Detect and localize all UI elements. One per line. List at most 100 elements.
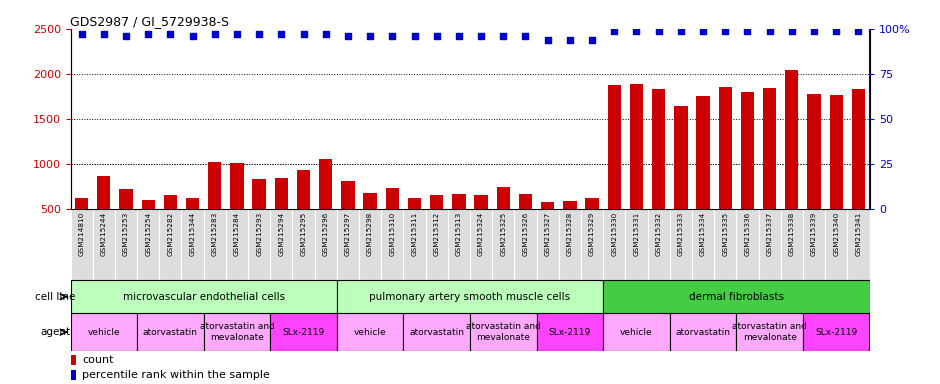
Text: GSM215332: GSM215332 — [656, 212, 662, 256]
Point — [740, 28, 755, 34]
Bar — [475, 195, 488, 255]
Text: GSM215311: GSM215311 — [412, 212, 417, 256]
Point — [784, 28, 799, 34]
Point — [673, 28, 688, 34]
Text: GSM215294: GSM215294 — [278, 212, 284, 256]
Text: GSM215295: GSM215295 — [301, 212, 306, 256]
Text: GSM215334: GSM215334 — [700, 212, 706, 256]
Text: GSM215340: GSM215340 — [833, 212, 839, 256]
Bar — [430, 195, 444, 255]
Bar — [164, 195, 177, 255]
Text: atorvastatin: atorvastatin — [409, 328, 464, 337]
Bar — [230, 163, 243, 255]
Text: GSM215313: GSM215313 — [456, 212, 462, 256]
Text: GSM215253: GSM215253 — [123, 212, 129, 256]
Text: GSM215331: GSM215331 — [634, 212, 639, 256]
Bar — [70, 313, 137, 351]
Text: GSM215310: GSM215310 — [389, 212, 396, 256]
Bar — [630, 84, 643, 255]
Point — [540, 36, 556, 43]
Point — [851, 28, 866, 34]
Point — [562, 36, 577, 43]
Text: GSM215330: GSM215330 — [611, 212, 618, 256]
Text: GDS2987 / GI_5729938-S: GDS2987 / GI_5729938-S — [70, 15, 229, 28]
Bar — [119, 189, 133, 255]
Text: vehicle: vehicle — [87, 328, 120, 337]
Bar — [75, 199, 88, 255]
Text: GSM215283: GSM215283 — [212, 212, 218, 256]
Point — [296, 31, 311, 37]
Text: GSM215254: GSM215254 — [145, 212, 151, 256]
Text: count: count — [83, 356, 114, 366]
Text: GSM215329: GSM215329 — [589, 212, 595, 256]
Text: GSM215333: GSM215333 — [678, 212, 683, 256]
Point — [185, 33, 200, 39]
Point — [74, 31, 89, 37]
Text: atorvastatin and
mevalonate: atorvastatin and mevalonate — [732, 323, 807, 342]
Bar — [271, 313, 337, 351]
Bar — [829, 95, 843, 255]
Text: GSM215338: GSM215338 — [789, 212, 795, 256]
Text: GSM215337: GSM215337 — [767, 212, 773, 256]
Point — [762, 28, 777, 34]
Bar — [403, 313, 470, 351]
Bar — [807, 94, 821, 255]
Bar — [669, 313, 736, 351]
Text: SLx-2119: SLx-2119 — [549, 328, 591, 337]
Bar — [337, 313, 403, 351]
Bar — [603, 280, 870, 313]
Bar — [586, 198, 599, 255]
Text: atorvastatin and
mevalonate: atorvastatin and mevalonate — [199, 323, 274, 342]
Bar — [97, 176, 111, 255]
Point — [118, 33, 133, 39]
Bar — [319, 159, 333, 255]
Bar — [674, 106, 687, 255]
Text: GSM215297: GSM215297 — [345, 212, 351, 256]
Text: GSM215326: GSM215326 — [523, 212, 528, 256]
Bar — [736, 313, 803, 351]
Bar — [253, 179, 266, 255]
Bar — [697, 96, 710, 255]
Bar — [137, 313, 204, 351]
Point — [451, 33, 466, 39]
Point — [319, 31, 334, 37]
Text: GSM215344: GSM215344 — [190, 212, 196, 256]
Point — [829, 28, 844, 34]
Text: GSM215327: GSM215327 — [544, 212, 551, 256]
Text: SLx-2119: SLx-2119 — [282, 328, 324, 337]
Bar — [496, 187, 509, 255]
Point — [407, 33, 422, 39]
Text: atorvastatin and
mevalonate: atorvastatin and mevalonate — [466, 323, 540, 342]
Bar — [337, 280, 603, 313]
Text: GSM215336: GSM215336 — [744, 212, 750, 256]
Bar — [652, 89, 666, 255]
Point — [274, 31, 289, 37]
Bar — [385, 188, 399, 255]
Point — [474, 33, 489, 39]
Bar — [70, 370, 75, 380]
Point — [696, 28, 711, 34]
Point — [340, 33, 355, 39]
Bar — [341, 181, 354, 255]
Point — [384, 33, 400, 39]
Bar — [408, 199, 421, 255]
Bar — [763, 88, 776, 255]
Text: GSM215335: GSM215335 — [722, 212, 728, 256]
Text: microvascular endothelial cells: microvascular endothelial cells — [122, 291, 285, 302]
Text: SLx-2119: SLx-2119 — [815, 328, 857, 337]
Point — [207, 31, 222, 37]
Point — [807, 28, 822, 34]
Text: GSM215293: GSM215293 — [257, 212, 262, 256]
Bar — [741, 92, 754, 255]
Text: GSM215325: GSM215325 — [500, 212, 507, 256]
Bar — [208, 162, 222, 255]
Text: GSM215284: GSM215284 — [234, 212, 240, 256]
Bar — [537, 313, 603, 351]
Bar — [603, 313, 670, 351]
Text: atorvastatin: atorvastatin — [676, 328, 730, 337]
Point — [651, 28, 666, 34]
Bar — [785, 70, 798, 255]
Point — [629, 28, 644, 34]
Text: agent: agent — [39, 327, 70, 337]
Text: GSM215312: GSM215312 — [433, 212, 440, 256]
